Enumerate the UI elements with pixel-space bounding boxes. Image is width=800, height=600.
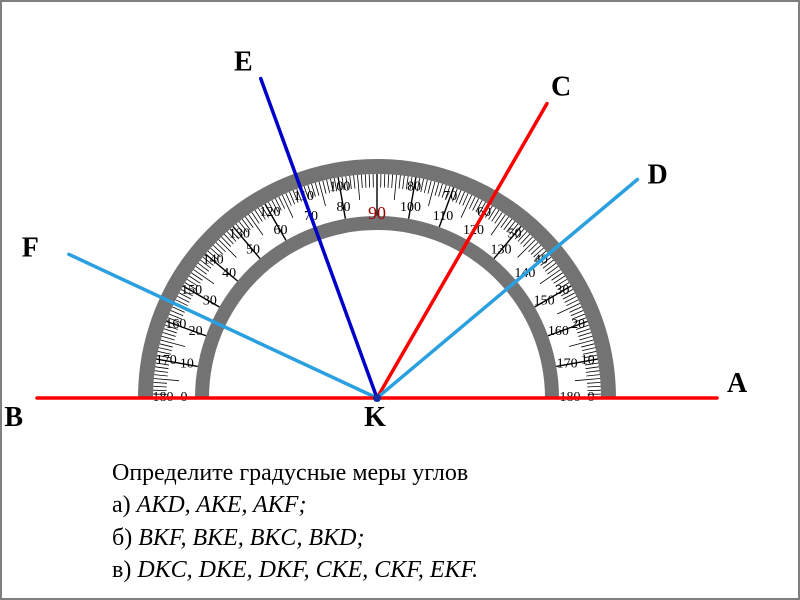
- question-a-body: AKD, AKE, AKF;: [137, 492, 307, 518]
- label-A: A: [727, 368, 748, 399]
- question-c-prefix: в): [112, 557, 131, 583]
- svg-text:120: 120: [260, 205, 281, 220]
- svg-text:10: 10: [180, 357, 194, 372]
- question-b-body: BKF, BKE, BKC, BKD;: [138, 525, 364, 551]
- svg-text:30: 30: [203, 294, 217, 309]
- svg-text:100: 100: [400, 200, 421, 215]
- svg-text:30: 30: [555, 283, 569, 298]
- label-F: F: [22, 232, 39, 263]
- label-B: B: [4, 402, 23, 433]
- svg-text:170: 170: [557, 357, 578, 372]
- svg-text:20: 20: [571, 317, 585, 332]
- svg-text:50: 50: [508, 226, 522, 241]
- label-K: K: [364, 402, 386, 433]
- svg-text:170: 170: [156, 353, 177, 368]
- label-C: C: [551, 72, 571, 103]
- svg-text:160: 160: [165, 317, 186, 332]
- question-c-body: DKC, DKE, DKF, CKE, CKF, EKF.: [137, 557, 478, 583]
- question-c: в) DKC, DKE, DKF, CKE, CKF, EKF.: [112, 554, 478, 586]
- vertex-K-dot: [373, 394, 381, 402]
- svg-text:60: 60: [274, 223, 288, 238]
- question-b-prefix: б): [112, 525, 132, 551]
- svg-text:10: 10: [581, 353, 595, 368]
- svg-text:140: 140: [203, 253, 224, 268]
- question-a-prefix: а): [112, 492, 131, 518]
- svg-text:110: 110: [433, 209, 453, 224]
- svg-text:40: 40: [222, 266, 236, 281]
- protractor-diagram: 0180101702016030150401405013060120701108…: [2, 2, 800, 442]
- svg-text:100: 100: [329, 179, 350, 194]
- svg-text:20: 20: [189, 324, 203, 339]
- svg-text:150: 150: [534, 294, 555, 309]
- svg-text:80: 80: [407, 179, 421, 194]
- svg-text:50: 50: [246, 242, 260, 257]
- question-title: Определите градусные меры углов: [112, 457, 478, 489]
- svg-text:130: 130: [229, 226, 250, 241]
- label-D: D: [647, 159, 667, 190]
- label-90: 90: [368, 203, 386, 223]
- svg-text:70: 70: [443, 189, 457, 204]
- svg-text:150: 150: [181, 283, 202, 298]
- svg-text:80: 80: [336, 200, 350, 215]
- question-block: Определите градусные меры углов а) AKD, …: [112, 457, 478, 587]
- svg-text:130: 130: [491, 242, 512, 257]
- label-E: E: [234, 47, 253, 78]
- svg-text:160: 160: [548, 324, 569, 339]
- question-a: а) AKD, AKE, AKF;: [112, 489, 478, 521]
- question-b: б) BKF, BKE, BKC, BKD;: [112, 522, 478, 554]
